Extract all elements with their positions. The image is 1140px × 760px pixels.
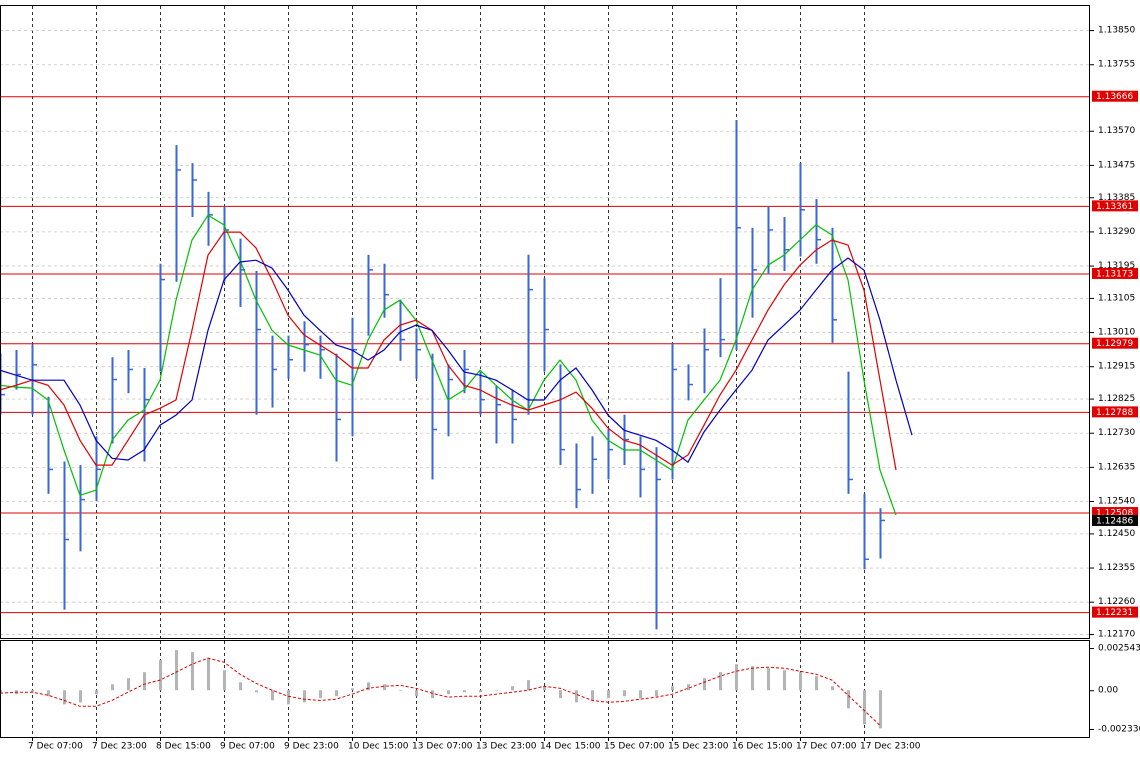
histogram-bar	[191, 652, 194, 690]
histogram-bar	[735, 664, 738, 690]
histogram-bar	[383, 684, 386, 690]
histogram-bar	[527, 680, 530, 690]
y-tick-label: 1.13850	[1098, 26, 1135, 36]
histogram-bar	[815, 676, 818, 690]
histogram-bar	[399, 690, 402, 691]
histogram-bar	[751, 666, 754, 690]
y-tick-label: 1.12730	[1098, 428, 1135, 438]
x-tick-label: 7 Dec 07:00	[28, 742, 83, 752]
histogram-bar	[463, 690, 466, 692]
histogram-bar	[671, 686, 674, 690]
x-tick-label: 10 Dec 15:00	[348, 742, 409, 752]
y-tick-label: 1.12635	[1098, 462, 1135, 472]
histogram-bar	[511, 686, 514, 690]
histogram-bar	[175, 650, 178, 690]
current-price-label: 1.12486	[1096, 516, 1133, 526]
oscillator-y-tick-label: -0.002336	[1098, 724, 1140, 734]
y-tick-label: 1.13755	[1098, 60, 1135, 70]
x-tick-label: 14 Dec 15:00	[540, 742, 601, 752]
x-tick-label: 16 Dec 15:00	[732, 742, 793, 752]
y-tick-label: 1.13105	[1098, 293, 1135, 303]
histogram-bar	[431, 690, 434, 698]
histogram-bar	[63, 690, 66, 704]
level-label: 1.12788	[1096, 408, 1133, 418]
y-tick-label: 1.12540	[1098, 497, 1135, 507]
oscillator-y-tick-label: 0.00	[1098, 686, 1118, 696]
histogram-bar	[559, 690, 562, 698]
histogram-bar	[767, 668, 770, 690]
y-tick-label: 1.12170	[1098, 630, 1135, 640]
histogram-bar	[623, 690, 626, 696]
y-tick-label: 1.13010	[1098, 328, 1135, 338]
histogram-bar	[351, 688, 354, 690]
histogram-bar	[783, 670, 786, 690]
level-label: 1.13666	[1096, 92, 1133, 102]
histogram-bar	[719, 672, 722, 690]
oscillator-y-tick-label: 0.002543	[1098, 644, 1140, 654]
x-tick-label: 13 Dec 23:00	[476, 742, 537, 752]
histogram-bar	[479, 690, 482, 692]
histogram-bar	[495, 690, 498, 691]
histogram-bar	[367, 682, 370, 690]
histogram-bar	[207, 658, 210, 690]
y-tick-label: 1.12450	[1098, 529, 1135, 539]
x-tick-label: 8 Dec 15:00	[156, 742, 211, 752]
y-tick-label: 1.12825	[1098, 394, 1135, 404]
histogram-bar	[223, 670, 226, 690]
y-tick-label: 1.13475	[1098, 160, 1135, 170]
histogram-bar	[127, 678, 130, 690]
histogram-bar	[591, 690, 594, 700]
y-tick-label: 1.13290	[1098, 227, 1135, 237]
histogram-bar	[655, 690, 658, 696]
histogram-bar	[831, 686, 834, 690]
histogram-bar	[703, 678, 706, 690]
histogram-bar	[79, 690, 82, 702]
x-tick-label: 15 Dec 07:00	[604, 742, 665, 752]
histogram-bar	[879, 690, 882, 728]
histogram-bar	[639, 690, 642, 698]
histogram-bar	[607, 690, 610, 698]
histogram-bar	[303, 690, 306, 702]
histogram-bar	[143, 672, 146, 690]
histogram-bar	[111, 684, 114, 690]
histogram-bar	[95, 690, 98, 694]
histogram-bar	[415, 690, 418, 696]
x-tick-label: 17 Dec 07:00	[796, 742, 857, 752]
level-label: 1.13361	[1096, 202, 1133, 212]
x-tick-label: 15 Dec 23:00	[668, 742, 729, 752]
histogram-bar	[287, 690, 290, 704]
histogram-bar	[319, 690, 322, 698]
x-tick-label: 13 Dec 07:00	[412, 742, 473, 752]
histogram-bar	[159, 660, 162, 690]
histogram-bar	[335, 690, 338, 696]
y-tick-label: 1.12260	[1098, 597, 1135, 607]
level-label: 1.12231	[1096, 608, 1133, 618]
x-tick-label: 9 Dec 07:00	[220, 742, 275, 752]
histogram-bar	[447, 690, 450, 694]
histogram-bar	[799, 672, 802, 690]
histogram-bar	[575, 690, 578, 702]
x-tick-label: 17 Dec 23:00	[860, 742, 921, 752]
level-label: 1.13173	[1096, 269, 1133, 279]
histogram-bar	[255, 690, 258, 692]
histogram-bar	[271, 690, 274, 700]
histogram-bar	[239, 682, 242, 690]
y-tick-label: 1.13570	[1098, 126, 1135, 136]
histogram-bar	[863, 690, 866, 724]
y-tick-label: 1.12915	[1098, 362, 1135, 372]
histogram-bar	[847, 690, 850, 708]
x-tick-label: 9 Dec 23:00	[284, 742, 339, 752]
x-tick-label: 7 Dec 23:00	[92, 742, 147, 752]
level-label: 1.12979	[1096, 339, 1133, 349]
y-tick-label: 1.12355	[1098, 563, 1135, 573]
